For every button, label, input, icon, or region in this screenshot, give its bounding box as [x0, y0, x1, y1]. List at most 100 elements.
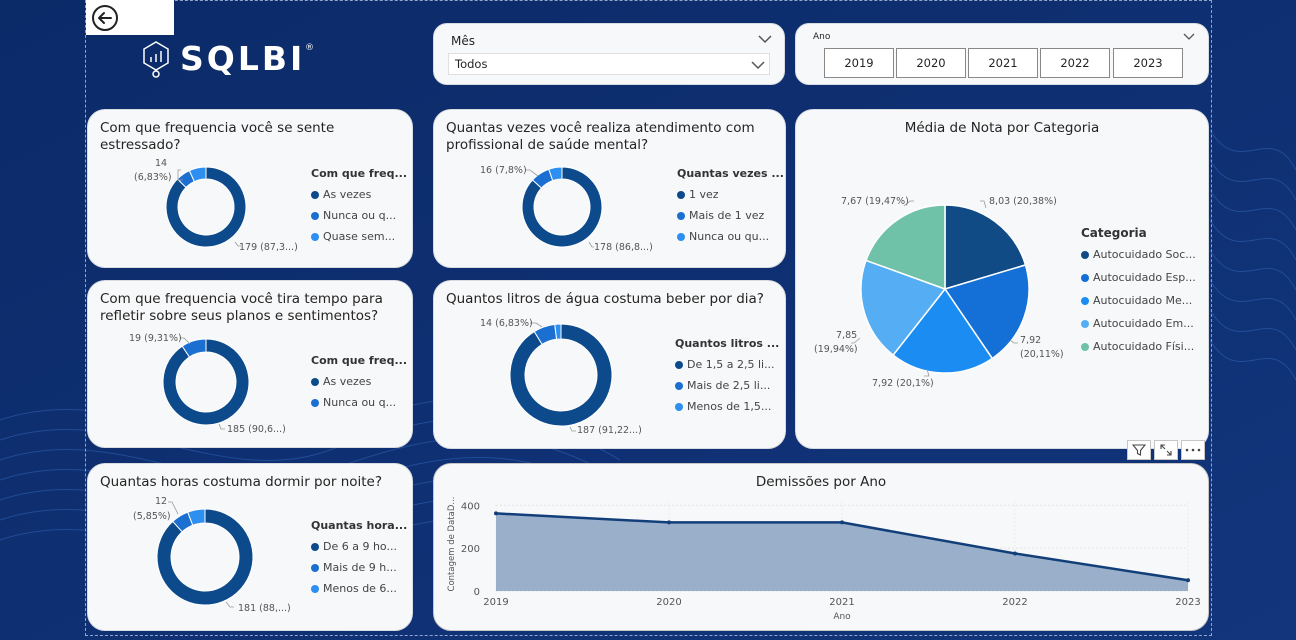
- stress-donut-chart: [165, 166, 247, 248]
- legend-dot: [1081, 342, 1089, 351]
- legend-label: Autocuidado Soc...: [1093, 248, 1196, 261]
- donut-slice-3[interactable]: [554, 323, 562, 340]
- reflect-donut-card[interactable]: Com que frequencia você tira tempo para …: [87, 280, 413, 448]
- legend-title: Quantos litros ...: [675, 337, 780, 350]
- reflect-label-small: 19 (9,31%): [129, 333, 182, 344]
- legend-title: Quantas vezes ...: [677, 167, 784, 180]
- dismissals-area-chart: 0 200 400 2019 2020 2021 2022 2023 Ano Contagem d…: [447, 497, 1201, 622]
- legend-item[interactable]: Autocuidado Esp...: [1081, 271, 1196, 284]
- legend-item[interactable]: Mais de 2,5 li...: [675, 379, 779, 392]
- arrow-left-icon: [92, 4, 118, 31]
- stress-label-small-pct: (6,83%): [134, 172, 172, 183]
- y-tick-label: 200: [461, 544, 480, 555]
- legend-label: As vezes: [323, 375, 372, 388]
- legend-item[interactable]: De 6 a 9 ho...: [311, 540, 407, 553]
- legend-item[interactable]: 1 vez: [677, 188, 784, 201]
- focus-mode-button[interactable]: [1154, 440, 1178, 460]
- legend-title: Com que freq...: [311, 354, 407, 367]
- legend-title: Categoria: [1081, 226, 1147, 240]
- sleep-donut-chart: [156, 501, 254, 608]
- year-button-2023[interactable]: 2023: [1113, 48, 1183, 78]
- year-button-2020[interactable]: 2020: [896, 48, 966, 78]
- legend-dot: [311, 377, 319, 386]
- sleep-label-big: 181 (88,...): [238, 603, 291, 614]
- back-button[interactable]: [86, 0, 174, 35]
- logo-registered-mark: ®: [305, 43, 314, 53]
- pie-slice-3[interactable]: [892, 287, 994, 374]
- legend-item[interactable]: Autocuidado Em...: [1081, 317, 1196, 330]
- water-label-small: 14 (6,83%): [480, 318, 533, 329]
- legend-item[interactable]: Mais de 9 h...: [311, 561, 407, 574]
- pie-slice-2[interactable]: [943, 264, 1030, 360]
- legend-item[interactable]: As vezes: [311, 188, 407, 201]
- donut-slice-3[interactable]: [188, 166, 207, 183]
- chevron-down-icon[interactable]: [1183, 33, 1195, 41]
- pie-slice-5[interactable]: [865, 204, 946, 291]
- legend-item[interactable]: Nunca ou qu...: [677, 230, 784, 243]
- attendance-donut-card[interactable]: Quantas vezes você realiza atendimento c…: [433, 109, 786, 268]
- legend-label: Menos de 6...: [323, 582, 397, 595]
- donut-slice-1[interactable]: [156, 508, 254, 606]
- legend-label: De 1,5 a 2,5 li...: [687, 358, 775, 371]
- year-slicer[interactable]: Ano 2019 2020 2021 2022 2023: [795, 23, 1209, 85]
- legend-dot: [675, 381, 683, 390]
- legend-label: Autocuidado Em...: [1093, 317, 1194, 330]
- year-button-2019[interactable]: 2019: [824, 48, 894, 78]
- pie-slice-4[interactable]: [860, 259, 947, 357]
- legend-item[interactable]: Menos de 1,5...: [675, 400, 779, 413]
- sleep-donut-card[interactable]: Quantas horas costuma dormir por noite? …: [87, 463, 413, 631]
- legend-dot: [677, 211, 685, 220]
- legend-label: Quase sem...: [323, 230, 396, 243]
- pie-slice-1[interactable]: [944, 204, 1027, 291]
- legend-dot: [311, 190, 319, 199]
- legend-item[interactable]: As vezes: [311, 375, 407, 388]
- x-axis-title: Ano: [833, 612, 851, 622]
- reflect-donut-slices: [162, 338, 250, 426]
- more-options-button[interactable]: [1181, 440, 1205, 460]
- donut-slice-1[interactable]: [521, 166, 603, 248]
- sleep-legend: Quantas hora... De 6 a 9 ho... Mais de 9…: [311, 519, 407, 603]
- area-point: [494, 511, 498, 516]
- dismissals-area-card[interactable]: Demissões por Ano 0 200 400 2019 2020 2021 202…: [433, 463, 1209, 631]
- legend-item[interactable]: Quase sem...: [311, 230, 407, 243]
- x-tick-label: 2021: [829, 597, 854, 608]
- legend-dot: [311, 584, 319, 593]
- legend-dot: [311, 542, 319, 551]
- y-tick-label: 0: [474, 587, 480, 598]
- legend-item[interactable]: Menos de 6...: [311, 582, 407, 595]
- legend-item[interactable]: Nunca ou q...: [311, 209, 407, 222]
- year-button-2022[interactable]: 2022: [1040, 48, 1110, 78]
- category-pie-card[interactable]: Média de Nota por Categoria 8,03 (20,38%…: [795, 109, 1209, 449]
- water-donut-card[interactable]: Quantos litros de água costuma beber por…: [433, 280, 786, 449]
- donut-slice-3[interactable]: [548, 166, 563, 182]
- legend-dot: [677, 190, 685, 199]
- attendance-donut-chart: [521, 166, 603, 248]
- area-point: [1186, 578, 1190, 583]
- filter-button[interactable]: [1127, 440, 1151, 460]
- legend-label: Mais de 9 h...: [323, 561, 397, 574]
- legend-item[interactable]: Mais de 1 vez: [677, 209, 784, 222]
- legend-item[interactable]: Autocuidado Me...: [1081, 294, 1196, 307]
- donut-slice-3[interactable]: [187, 508, 206, 526]
- legend-item[interactable]: Autocuidado Soc...: [1081, 248, 1196, 261]
- donut-slice-1[interactable]: [165, 166, 247, 248]
- stress-donut-slices: [165, 166, 247, 248]
- reflect-donut-chart: [162, 337, 250, 430]
- legend-item[interactable]: Autocuidado Físi...: [1081, 340, 1196, 353]
- stress-donut-card[interactable]: Com que frequencia você se sente estress…: [87, 109, 413, 268]
- legend-dot: [1081, 250, 1089, 259]
- month-slicer[interactable]: Mês Todos: [433, 23, 785, 85]
- donut-slice-1[interactable]: [509, 323, 613, 427]
- year-button-2021[interactable]: 2021: [968, 48, 1038, 78]
- month-dropdown[interactable]: Todos: [448, 53, 770, 75]
- legend-dot: [311, 232, 319, 241]
- more-icon: [1185, 448, 1201, 452]
- legend-item[interactable]: Nunca ou q...: [311, 396, 407, 409]
- chevron-down-icon[interactable]: [758, 34, 772, 44]
- legend-label: Menos de 1,5...: [687, 400, 772, 413]
- pie-label-2-pct: (20,11%): [1020, 349, 1064, 360]
- legend-item[interactable]: De 1,5 a 2,5 li...: [675, 358, 779, 371]
- filter-icon: [1132, 444, 1146, 456]
- donut-slice-1[interactable]: [162, 338, 250, 426]
- chevron-down-icon: [751, 61, 765, 70]
